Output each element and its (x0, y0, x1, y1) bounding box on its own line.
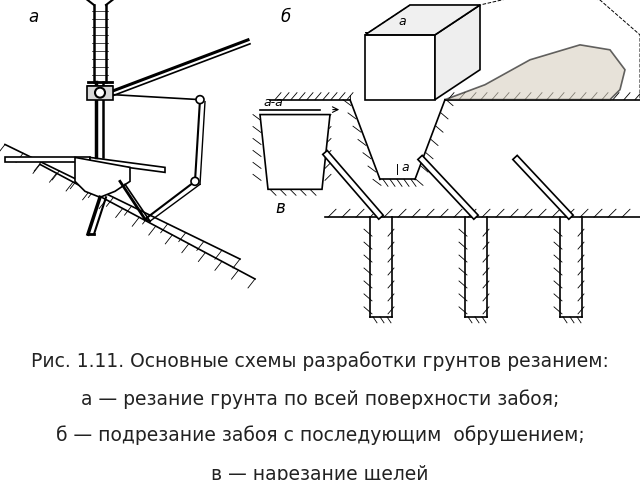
Text: в — нарезание щелей: в — нарезание щелей (211, 465, 429, 480)
Polygon shape (513, 156, 573, 219)
Text: а: а (28, 8, 38, 26)
Text: б: б (280, 8, 291, 26)
Circle shape (191, 177, 199, 185)
Polygon shape (5, 157, 90, 162)
Polygon shape (435, 5, 480, 100)
Text: в: в (275, 199, 285, 217)
Text: а: а (401, 161, 408, 174)
Circle shape (196, 96, 204, 104)
Text: Рис. 1.11. Основные схемы разработки грунтов резанием:: Рис. 1.11. Основные схемы разработки гру… (31, 351, 609, 371)
Polygon shape (365, 35, 435, 100)
Polygon shape (445, 45, 625, 100)
Polygon shape (87, 86, 113, 100)
Text: б — подрезание забоя с последующим  обрушением;: б — подрезание забоя с последующим обруш… (56, 426, 584, 445)
Polygon shape (365, 5, 480, 35)
Polygon shape (90, 157, 165, 172)
Text: а: а (398, 15, 406, 28)
Circle shape (95, 88, 105, 97)
Polygon shape (418, 156, 478, 219)
Polygon shape (78, 159, 127, 187)
Text: а-а: а-а (263, 96, 283, 109)
Text: а — резание грунта по всей поверхности забоя;: а — резание грунта по всей поверхности з… (81, 389, 559, 409)
Polygon shape (323, 151, 383, 219)
Polygon shape (260, 115, 330, 189)
Polygon shape (75, 157, 130, 197)
